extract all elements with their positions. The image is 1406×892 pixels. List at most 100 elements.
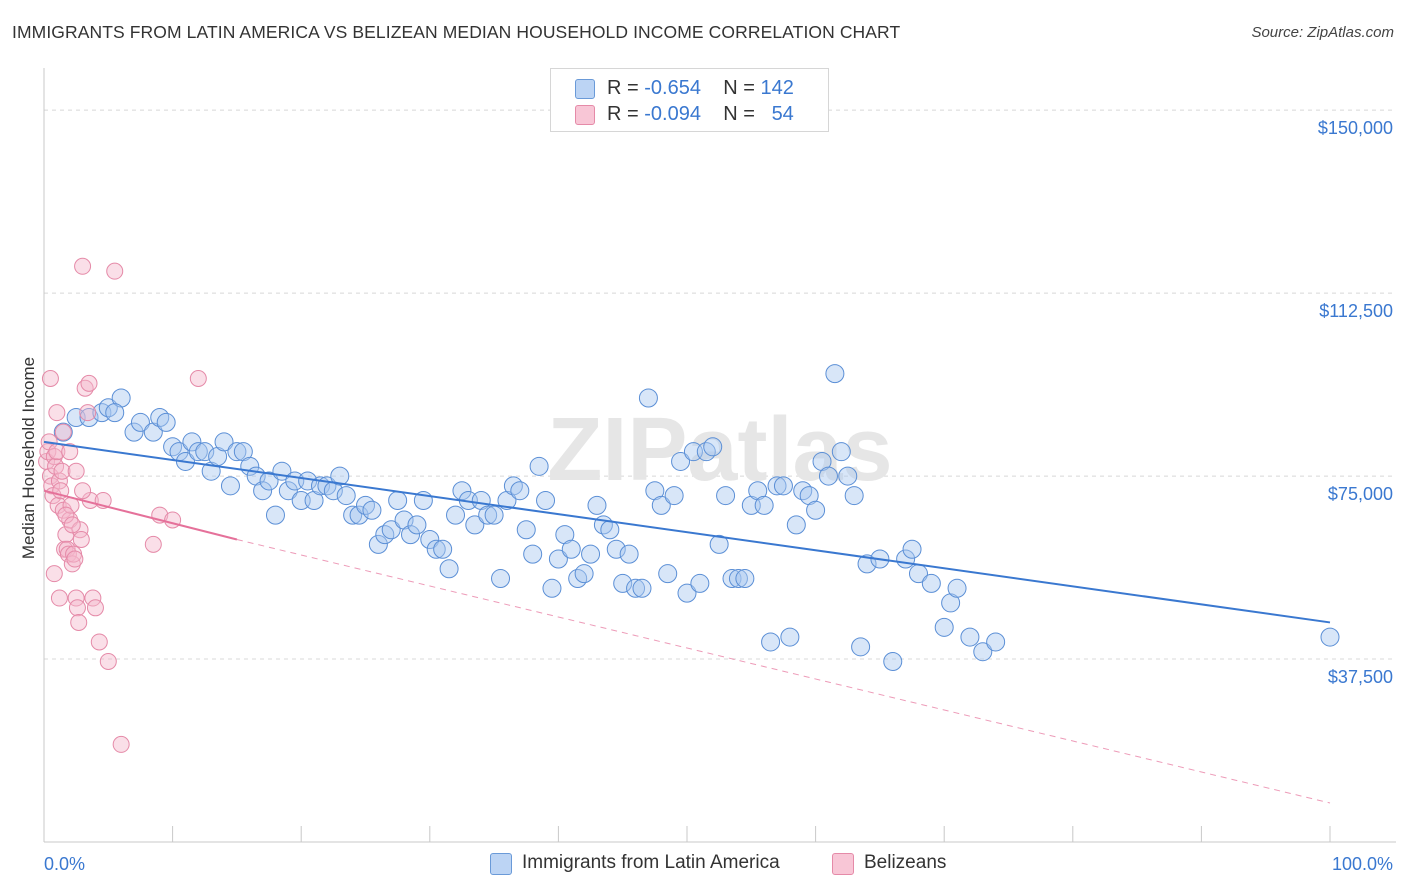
r-value-pink: -0.094: [644, 103, 701, 125]
legend-item-belizeans[interactable]: Belizeans: [832, 852, 972, 878]
data-point: [278, 481, 298, 501]
data-point: [548, 549, 568, 569]
data-point: [986, 632, 1006, 652]
data-point: [902, 539, 922, 559]
trend-line-latin-america: [43, 440, 1331, 624]
data-point: [806, 500, 826, 520]
data-point: [53, 462, 71, 480]
data-point: [677, 583, 697, 603]
data-point: [50, 589, 68, 607]
data-point: [1320, 627, 1340, 647]
data-point: [343, 505, 363, 525]
data-point: [973, 642, 993, 662]
data-point: [510, 481, 530, 501]
data-point: [767, 476, 787, 496]
data-point: [446, 505, 466, 525]
data-point: [188, 442, 208, 462]
trend-line-belizeans-extended: [236, 539, 1331, 804]
data-point: [98, 398, 118, 418]
data-point: [844, 486, 864, 506]
data-point: [68, 599, 86, 617]
data-point: [619, 544, 639, 564]
series-latin-america-points: [53, 364, 1340, 671]
data-point: [90, 633, 108, 651]
data-point: [63, 516, 81, 534]
data-point: [336, 486, 356, 506]
n-value-blue: 142: [760, 77, 794, 99]
y-tick-label: $112,500: [1319, 301, 1393, 321]
x-tick-labels: 0.0% 100.0%: [44, 854, 1393, 874]
data-point: [696, 442, 716, 462]
data-point: [465, 515, 485, 535]
data-point: [48, 404, 66, 422]
x-tick-label-max: 100.0%: [1332, 854, 1393, 874]
data-point: [99, 652, 117, 670]
data-point: [388, 490, 408, 510]
data-point: [716, 486, 736, 506]
trend-line-belizeans: [43, 489, 238, 541]
data-point: [690, 573, 710, 593]
n-value-pink: 54: [771, 103, 794, 125]
data-point: [825, 364, 845, 384]
data-point: [478, 505, 498, 525]
data-point: [658, 564, 678, 584]
data-point: [728, 569, 748, 589]
data-point: [587, 495, 607, 515]
data-point: [484, 505, 504, 525]
data-point: [780, 627, 800, 647]
data-point: [632, 578, 652, 598]
legend-label-belizeans: Belizeans: [864, 852, 947, 873]
data-point: [45, 565, 63, 583]
r-label: R =: [607, 103, 639, 125]
data-point: [57, 506, 75, 524]
legend-item-latin-america[interactable]: Immigrants from Latin America: [490, 852, 810, 878]
data-point: [921, 573, 941, 593]
chart-title: IMMIGRANTS FROM LATIN AMERICA VS BELIZEA…: [12, 22, 901, 42]
data-point: [786, 515, 806, 535]
y-tick-label: $150,000: [1318, 118, 1393, 138]
data-point: [330, 466, 350, 486]
data-point: [72, 531, 90, 549]
data-point: [638, 388, 658, 408]
data-point: [818, 466, 838, 486]
data-point: [214, 432, 234, 452]
data-point: [651, 495, 671, 515]
data-point: [182, 432, 202, 452]
data-point: [106, 262, 124, 280]
data-point: [105, 403, 125, 423]
data-point: [144, 535, 162, 553]
r-label: R =: [607, 77, 639, 99]
legend-swatch-blue: [490, 853, 512, 875]
data-point: [67, 462, 85, 480]
data-point: [613, 573, 633, 593]
r-value-blue: -0.654: [644, 77, 701, 99]
data-point: [581, 544, 601, 564]
data-point: [568, 569, 588, 589]
data-point: [606, 539, 626, 559]
data-point: [664, 486, 684, 506]
data-point: [960, 627, 980, 647]
data-point: [838, 466, 858, 486]
data-point: [561, 539, 581, 559]
data-point: [362, 500, 382, 520]
data-point: [349, 505, 369, 525]
data-point: [407, 515, 427, 535]
data-point: [523, 544, 543, 564]
legend-swatch-pink: [832, 853, 854, 875]
data-point: [381, 520, 401, 540]
data-point: [542, 578, 562, 598]
data-point: [503, 476, 523, 496]
data-point: [375, 525, 395, 545]
data-point: [420, 530, 440, 550]
data-point: [54, 423, 72, 441]
correlation-legend: R = -0.654 N = 142 R = -0.094 N = 54: [550, 68, 829, 132]
data-point: [883, 651, 903, 671]
data-point: [130, 412, 150, 432]
data-point: [857, 554, 877, 574]
data-point: [74, 257, 92, 275]
data-point: [112, 735, 130, 753]
trend-lines: [43, 440, 1331, 804]
data-point: [947, 578, 967, 598]
data-point: [227, 442, 247, 462]
